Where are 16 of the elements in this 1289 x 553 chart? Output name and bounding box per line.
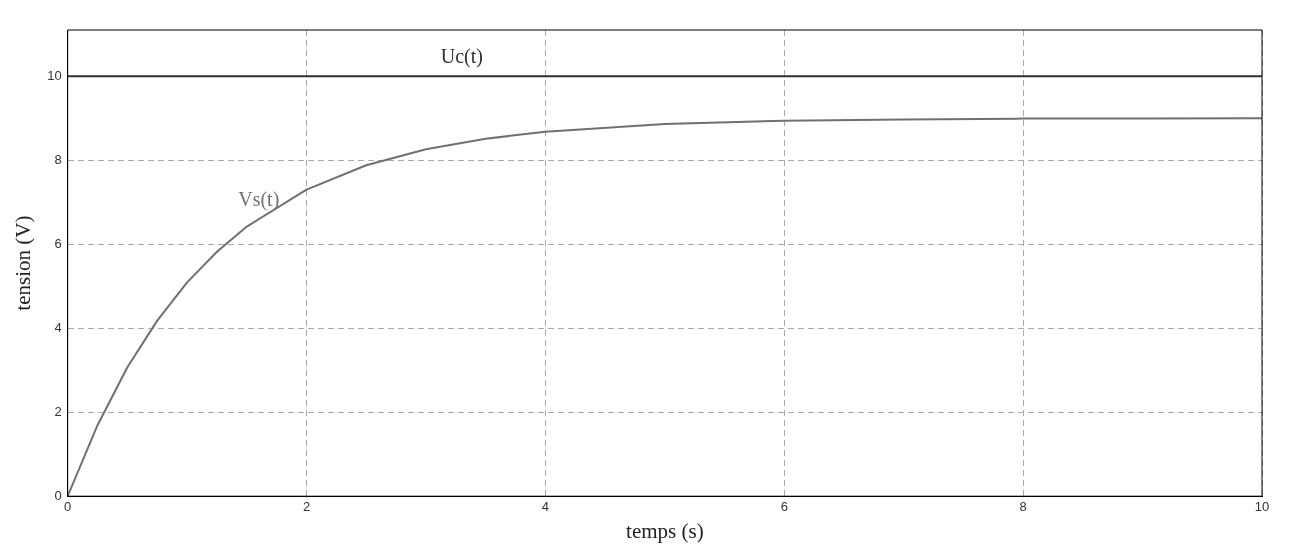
y-tick-label: 10 bbox=[47, 67, 62, 83]
series-label: Uc(t) bbox=[440, 45, 483, 69]
series-label: Vs(t) bbox=[238, 188, 280, 212]
y-tick-label: 4 bbox=[54, 319, 62, 335]
x-tick-label: 0 bbox=[64, 498, 72, 514]
x-tick-label: 6 bbox=[780, 498, 788, 514]
x-tick-label: 10 bbox=[1254, 498, 1270, 514]
x-tick-label: 2 bbox=[302, 498, 311, 514]
y-tick-label: 8 bbox=[54, 151, 62, 167]
x-tick-label: 8 bbox=[1019, 498, 1027, 514]
x-axis-title: temps (s) bbox=[626, 518, 704, 543]
x-tick-label: 4 bbox=[541, 498, 550, 514]
y-tick-label: 0 bbox=[54, 487, 62, 503]
y-axis-title: tension (V) bbox=[11, 215, 36, 311]
y-tick-label: 2 bbox=[54, 403, 62, 419]
y-tick-label: 6 bbox=[54, 235, 62, 251]
